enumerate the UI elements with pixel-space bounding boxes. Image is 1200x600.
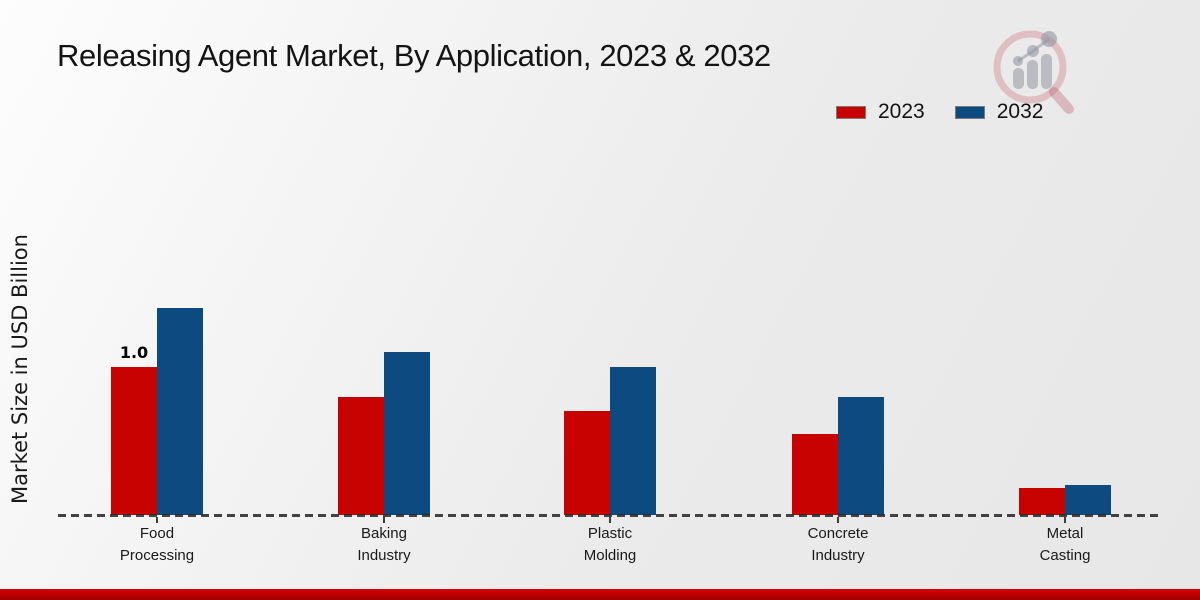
category-label: Plastic Molding xyxy=(583,525,637,564)
bar-2023-concrete-industry xyxy=(792,434,838,515)
legend-label-2023: 2023 xyxy=(878,100,925,123)
legend-swatch-2032 xyxy=(954,105,985,119)
axis-tick xyxy=(609,517,611,523)
bar-2032-plastic-molding xyxy=(610,367,656,515)
bar-2032-baking-industry xyxy=(384,352,430,515)
legend-item-2032: 2032 xyxy=(954,100,1044,124)
bar-2032-concrete-industry xyxy=(838,397,884,515)
bar-2032-food-processing xyxy=(157,308,203,515)
bar-2023-food-processing xyxy=(111,367,157,515)
magnifier-bar-chart-logo-icon xyxy=(993,30,1074,114)
legend-item-2023: 2023 xyxy=(836,100,925,124)
bar-value-label: 1.0 xyxy=(119,343,149,362)
bar-2023-baking-industry xyxy=(338,397,384,515)
axis-tick xyxy=(1064,517,1066,523)
category-label: Food Processing xyxy=(119,525,195,564)
axis-tick xyxy=(383,517,385,523)
legend-label-2032: 2032 xyxy=(996,100,1044,123)
category-label: Baking Industry xyxy=(357,525,411,564)
category-label: Metal Casting xyxy=(1039,525,1091,564)
bar-2023-metal-casting xyxy=(1019,488,1065,515)
legend: 2023 2032 xyxy=(836,100,1043,124)
legend-swatch-2023 xyxy=(836,105,866,119)
category-label: Concrete Industry xyxy=(807,525,869,564)
bar-2032-metal-casting xyxy=(1065,485,1111,515)
axis-tick xyxy=(837,517,839,523)
bar-2023-plastic-molding xyxy=(564,411,610,515)
axis-tick xyxy=(156,517,158,523)
chart-title: Releasing Agent Market, By Application, … xyxy=(57,38,771,73)
footer-accent-bar xyxy=(0,589,1200,600)
x-axis-baseline xyxy=(58,514,1158,517)
